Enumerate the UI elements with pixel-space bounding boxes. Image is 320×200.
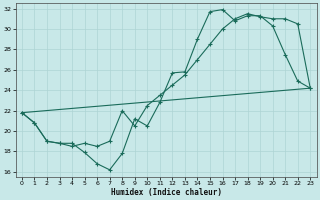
X-axis label: Humidex (Indice chaleur): Humidex (Indice chaleur) [111,188,221,197]
